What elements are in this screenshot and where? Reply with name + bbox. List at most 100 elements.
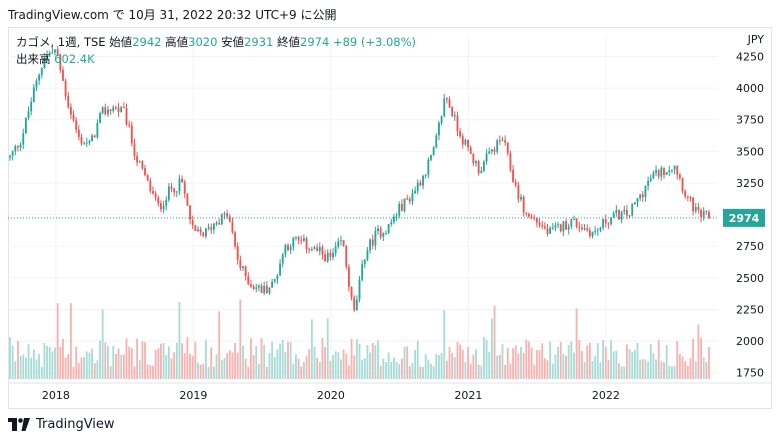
volume-bar [610, 339, 612, 379]
volume-bar [326, 318, 329, 379]
volume-bar [625, 344, 628, 379]
volume-bar [528, 341, 530, 379]
candle-body [162, 205, 165, 210]
x-axis: 2018 2019 2020 2021 2022 [8, 382, 772, 402]
volume-bar [392, 357, 395, 379]
candle-body [565, 221, 567, 230]
y-tick-label: 4250 [736, 51, 764, 64]
volume-bar [191, 355, 194, 379]
volume-bar [109, 366, 112, 379]
candle-body [175, 191, 178, 193]
x-tick-label: 2018 [42, 389, 70, 402]
volume-bar [19, 356, 22, 379]
volume-legend: 出来高 602.4K [16, 51, 95, 67]
candle-body [607, 223, 610, 225]
candle-body [210, 227, 213, 230]
volume-bar [668, 365, 671, 379]
volume-bar [342, 349, 345, 379]
candle-body [120, 107, 123, 113]
volume-bar [363, 358, 366, 379]
volume-bar [596, 343, 599, 379]
volume-bar [128, 346, 131, 379]
candle-body [422, 175, 424, 186]
volume-bar [54, 347, 56, 379]
candle-body [279, 263, 281, 276]
volume-bar [30, 357, 33, 379]
candle-body [289, 246, 292, 250]
candle-body [528, 213, 530, 217]
volume-bar [676, 340, 679, 379]
volume-bar [461, 349, 464, 379]
candle-body [604, 219, 607, 224]
volume-bar [485, 339, 488, 379]
volume-bar [75, 346, 78, 379]
candle-body [477, 161, 480, 174]
volume-bar [673, 365, 676, 379]
candle-body [14, 146, 17, 152]
volume-bar [382, 358, 385, 379]
volume-bar [210, 347, 213, 379]
candle-body [559, 224, 562, 232]
volume-bar [678, 354, 681, 379]
candle-body [133, 143, 136, 157]
candle-body [62, 69, 64, 81]
candle-body [382, 232, 385, 238]
volume-bar [633, 349, 636, 379]
volume-bar [665, 345, 668, 379]
volume-bar [702, 357, 705, 379]
volume-bar [212, 366, 215, 379]
candle-body [533, 217, 536, 219]
candle-body [326, 252, 329, 262]
volume-bar [310, 319, 313, 379]
volume-bar [681, 356, 684, 379]
volume-bar [125, 338, 128, 379]
candle-body [591, 231, 594, 237]
candle-body [506, 142, 509, 154]
volume-bar [538, 349, 541, 379]
candle-body [700, 209, 702, 218]
candle-body [146, 175, 149, 181]
candle-body [530, 216, 533, 218]
candle-body [517, 185, 520, 200]
volume-bar [618, 363, 620, 379]
candle-body [268, 287, 271, 294]
candle-body [321, 247, 324, 255]
candle-body [668, 170, 671, 173]
volume-bar [565, 355, 567, 379]
volume-bar [321, 338, 324, 379]
volume-bar [292, 363, 295, 379]
candle-body [54, 49, 56, 53]
candle-body [464, 139, 467, 145]
candle-body [684, 191, 687, 197]
y-tick-label: 1750 [736, 367, 764, 380]
candle-body [136, 156, 139, 163]
candle-body [671, 169, 673, 171]
volume-bar [708, 346, 710, 379]
volume-bar [374, 345, 377, 379]
volume-bar [199, 364, 202, 379]
volume-bar [181, 343, 184, 379]
currency-label: JPY [747, 33, 765, 46]
candle-body [308, 248, 311, 251]
candle-body [599, 227, 602, 231]
volume-bar [475, 349, 477, 379]
candle-body [694, 207, 697, 212]
volume-bar [379, 365, 382, 379]
candle-body [647, 180, 650, 186]
volume-bar [448, 347, 451, 379]
volume-bar [567, 345, 570, 379]
volume-bar [345, 353, 348, 379]
candle-body [117, 107, 120, 113]
candle-body [549, 227, 552, 234]
footer-brand[interactable]: TradingView [8, 417, 115, 432]
y-tick-label: 4000 [736, 82, 764, 95]
candle-body [19, 144, 22, 148]
price-chart[interactable]: 1750200022502500275030003250350037504000… [8, 27, 772, 409]
candle-body [183, 182, 186, 194]
volume-bar [138, 360, 141, 379]
candle-body [329, 252, 332, 258]
volume-bar [27, 344, 30, 379]
volume-bar [490, 318, 493, 379]
volume-bar [400, 358, 403, 379]
volume-bar [83, 357, 86, 379]
